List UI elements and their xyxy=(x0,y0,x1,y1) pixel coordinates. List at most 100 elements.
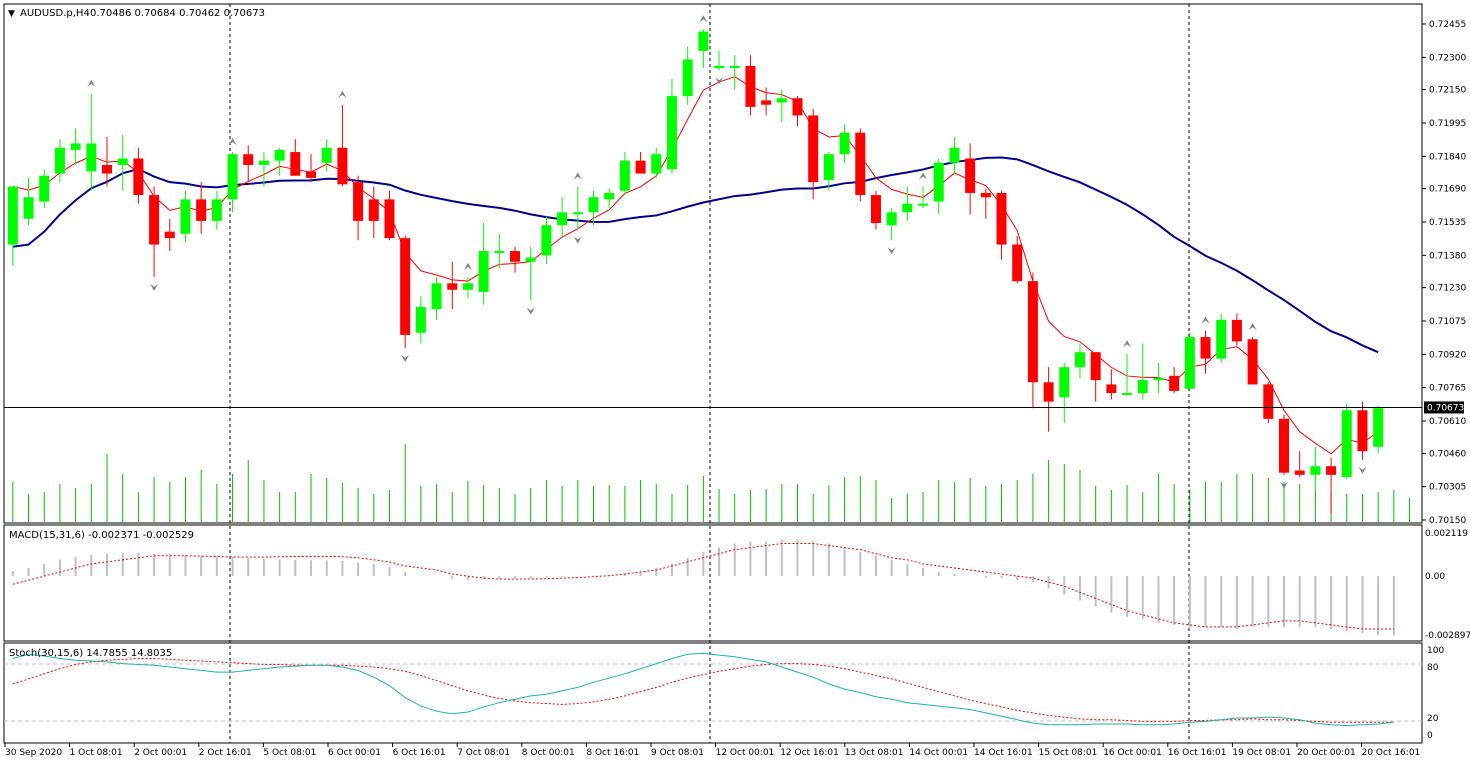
price-label: 0.71995 xyxy=(1429,119,1466,129)
macd-scale: 0.002119 0.00 -0.002897 xyxy=(1425,529,1470,641)
collapse-arrow-icon[interactable]: ▼ xyxy=(8,9,15,19)
candle-body xyxy=(729,65,740,68)
time-label: 13 Oct 08:01 xyxy=(845,748,904,758)
candle-body xyxy=(86,143,97,172)
candle-body xyxy=(1200,337,1211,359)
candle-body xyxy=(870,195,881,224)
candle-body xyxy=(541,225,552,256)
svg-text:0.70673: 0.70673 xyxy=(1427,403,1464,413)
candle xyxy=(1263,382,1274,424)
candle-body xyxy=(39,175,50,202)
candle xyxy=(1310,446,1321,490)
candle-body xyxy=(651,154,662,174)
candle-body xyxy=(133,158,144,196)
candle xyxy=(70,128,81,165)
candle-body xyxy=(149,195,160,245)
candle-body xyxy=(1027,281,1038,383)
candle xyxy=(808,108,819,200)
fractals xyxy=(87,15,1367,489)
candle xyxy=(1027,272,1038,409)
candle xyxy=(180,190,191,243)
candle xyxy=(478,223,489,305)
candle-body xyxy=(761,100,772,105)
candle-body xyxy=(1153,377,1164,381)
candle xyxy=(102,136,113,187)
fractal-down-icon xyxy=(150,283,159,291)
candle xyxy=(572,186,583,230)
candle-body xyxy=(243,154,254,165)
candle xyxy=(918,186,929,208)
price-label: 0.71535 xyxy=(1429,218,1466,228)
candle-body xyxy=(1074,352,1085,368)
stoch-panel-frame xyxy=(3,642,1423,744)
candle-body xyxy=(792,98,803,116)
time-label: 16 Oct 16:01 xyxy=(1168,748,1227,758)
candle xyxy=(965,143,976,215)
macd-scale-label: 0.002119 xyxy=(1425,529,1468,539)
price-label: 0.71380 xyxy=(1429,251,1466,261)
candle-body xyxy=(823,154,834,181)
candle xyxy=(494,233,505,269)
candle-body xyxy=(745,65,756,107)
stoch-label: Stoch(30,15,6) 14.7855 14.8035 xyxy=(9,648,172,659)
candle xyxy=(1247,337,1258,385)
candle xyxy=(525,246,536,301)
candle xyxy=(619,152,630,196)
fractal-down-icon xyxy=(715,77,724,85)
candle-body xyxy=(682,59,693,97)
candle xyxy=(1169,367,1180,394)
stochastic-indicator xyxy=(12,652,1394,727)
candlesticks[interactable] xyxy=(7,29,1384,514)
candle-body xyxy=(1059,367,1070,398)
time-label: 6 Oct 00:01 xyxy=(328,748,381,758)
time-label: 8 Oct 16:01 xyxy=(586,748,639,758)
candle xyxy=(886,207,897,241)
candle xyxy=(196,182,207,234)
candle xyxy=(1090,352,1101,402)
candle-body xyxy=(415,306,426,333)
moving-averages xyxy=(12,76,1379,455)
fractal-down-icon xyxy=(887,247,896,255)
candle xyxy=(635,152,646,174)
candle-body xyxy=(70,143,81,150)
fractal-down-icon xyxy=(573,236,582,244)
price-label: 0.71840 xyxy=(1429,152,1466,162)
stoch-main-line xyxy=(12,652,1394,727)
fractal-up-icon xyxy=(338,90,347,98)
candle-body xyxy=(23,197,34,219)
ohlc-label: 0.70486 0.70684 0.70462 0.70673 xyxy=(90,8,265,19)
fractal-up-icon xyxy=(1123,340,1132,348)
session-separators xyxy=(4,4,1422,743)
candle-body xyxy=(368,199,379,221)
price-label: 0.71690 xyxy=(1429,185,1466,195)
candle xyxy=(7,186,18,267)
candle xyxy=(666,78,677,174)
macd-scale-label: -0.002897 xyxy=(1425,631,1470,641)
candle-body xyxy=(1310,466,1321,475)
price-label: 0.70460 xyxy=(1429,449,1466,459)
candle-body xyxy=(1247,339,1258,385)
candle-body xyxy=(557,212,568,226)
candle xyxy=(1012,235,1023,284)
time-label: 5 Oct 08:01 xyxy=(263,748,316,758)
candle xyxy=(933,158,944,215)
price-label: 0.71230 xyxy=(1429,284,1466,294)
candle-body xyxy=(1326,466,1337,475)
time-label: 6 Oct 16:01 xyxy=(393,748,446,758)
candle-body xyxy=(102,164,113,174)
fractal-down-icon xyxy=(1358,466,1367,474)
candle xyxy=(1043,367,1054,432)
candle-body xyxy=(525,257,536,262)
candle-body xyxy=(400,238,411,335)
fractal-up-icon xyxy=(1248,323,1257,331)
time-label: 30 Sep 2020 xyxy=(5,748,62,758)
candle xyxy=(1326,457,1337,514)
candle-body xyxy=(1278,418,1289,473)
current-price-badge: 0.70673 xyxy=(1424,401,1464,414)
stoch-scale-label: 0 xyxy=(1427,731,1433,741)
candle-body xyxy=(274,149,285,161)
candle-body xyxy=(1357,410,1368,452)
fractal-down-icon xyxy=(401,354,410,362)
candle xyxy=(698,29,709,69)
